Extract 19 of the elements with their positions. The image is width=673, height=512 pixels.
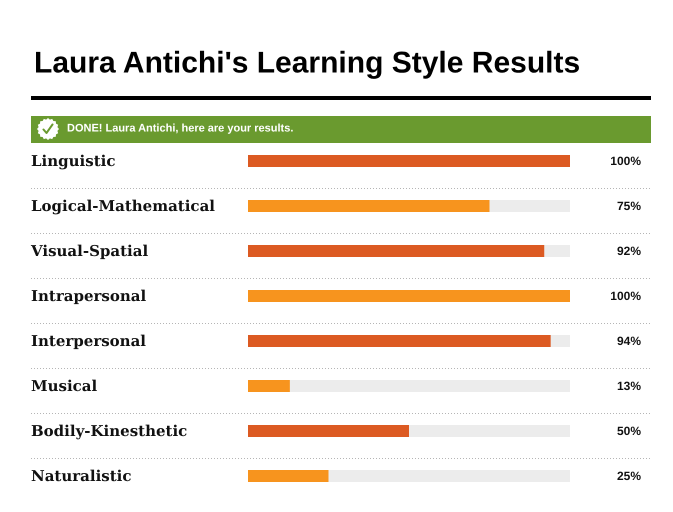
data-label: 100% xyxy=(610,154,642,168)
data-label: 50% xyxy=(616,424,642,438)
text: DONE! Laura Antichi, here are your results. xyxy=(67,122,294,134)
data-label: 13% xyxy=(616,379,642,393)
y-tick-label: Logical-Mathematical xyxy=(31,197,216,215)
y-tick-label: Naturalistic xyxy=(31,467,132,485)
data-label: 25% xyxy=(616,469,642,483)
chart-title: Laura Antichi's Learning Style Results xyxy=(34,46,580,80)
y-tick-label: Intrapersonal xyxy=(31,287,146,305)
y-tick-label: Linguistic xyxy=(31,152,116,170)
data-label: 75% xyxy=(616,199,642,213)
y-tick-label: Visual-Spatial xyxy=(30,242,148,260)
data-label: 100% xyxy=(610,289,642,303)
y-tick-label: Interpersonal xyxy=(31,332,146,350)
y-tick-label: Musical xyxy=(31,377,98,395)
y-tick-label: Bodily-Kinesthetic xyxy=(31,422,188,440)
bar xyxy=(248,380,290,392)
data-label: 92% xyxy=(616,244,642,258)
data-label: 94% xyxy=(616,334,642,348)
